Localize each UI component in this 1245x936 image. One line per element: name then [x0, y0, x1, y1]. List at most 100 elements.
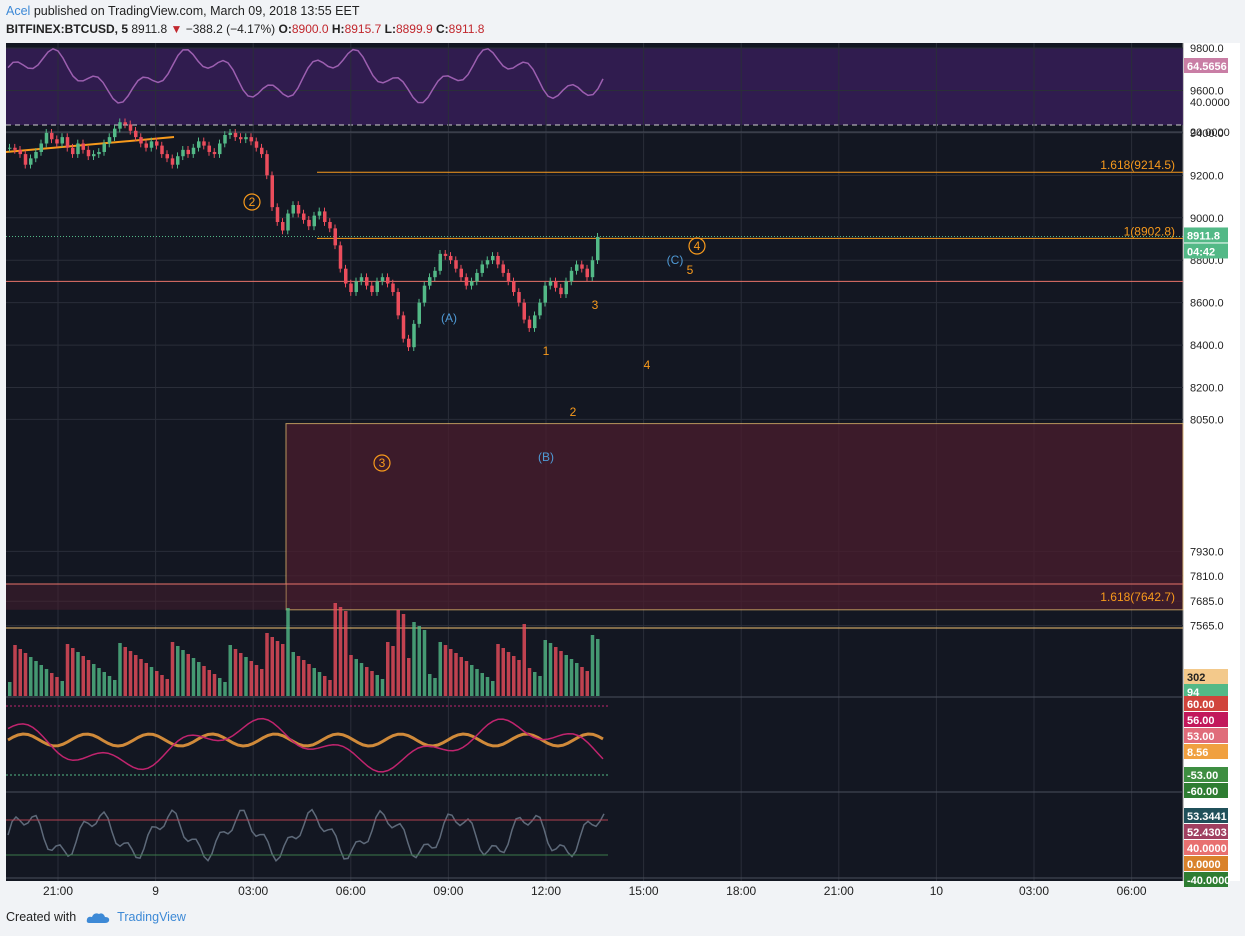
countdown-badge: 04:42 — [1187, 246, 1215, 258]
volume-bar — [102, 672, 106, 696]
candle-body — [344, 268, 348, 284]
candle-body — [186, 149, 190, 155]
volume-bar — [270, 637, 274, 696]
candle-body — [71, 147, 75, 155]
high-label: H: — [331, 22, 345, 36]
osc2-badge: 53.3441 — [1187, 811, 1227, 823]
volume-bar — [559, 651, 563, 696]
volume-bar — [65, 644, 70, 696]
osc-badge: -53.00 — [1187, 770, 1218, 782]
chart-canvas[interactable]: 21:00 9 03:00 06:00 09:00 12:00 15:00 18:00 21:0… — [0, 40, 1245, 904]
volume-bar — [44, 669, 49, 696]
created-with-text: Created with — [6, 910, 77, 924]
osc-histogram — [7, 732, 604, 748]
volume-badge: 302 — [1187, 672, 1205, 684]
volume-bar — [97, 668, 101, 696]
rsi-axis-label: 40.0000 — [1190, 97, 1230, 109]
volume-bar — [396, 610, 400, 696]
osc-badge-bg — [1184, 728, 1228, 743]
price-axis-label: 8200.0 — [1190, 383, 1224, 395]
candle-body — [575, 264, 579, 271]
open-label: O: — [278, 22, 292, 36]
x-tick-label: 12:00 — [531, 884, 561, 898]
volume-bar — [533, 672, 537, 696]
price-axis-label: 8050.0 — [1190, 414, 1224, 426]
candle-body — [517, 292, 521, 303]
wave-label: 3 — [379, 456, 386, 470]
candle-body — [554, 281, 558, 288]
volume-bar — [60, 681, 64, 696]
volume-bar — [501, 648, 505, 696]
volume-bar — [139, 659, 143, 696]
candle-body — [386, 277, 390, 284]
candle-body — [155, 141, 159, 146]
candle-body — [380, 277, 385, 282]
down-arrow-icon: ▼ — [170, 22, 183, 36]
zone-left — [6, 584, 286, 610]
candle-body — [501, 264, 505, 273]
volume-bar — [254, 665, 259, 696]
wave-label: 4 — [644, 358, 651, 372]
volume-bar — [29, 657, 33, 696]
volume-bar — [485, 677, 490, 696]
osc2-badge: 52.4303 — [1187, 827, 1227, 839]
candle-body — [559, 287, 563, 295]
candle-body — [590, 260, 595, 278]
volume-bar — [218, 678, 222, 696]
volume-bar — [13, 645, 17, 696]
candle-body — [249, 137, 253, 142]
osc2-badge-bg — [1184, 856, 1228, 871]
x-tick-label: 9 — [152, 884, 159, 898]
volume-bar — [496, 644, 500, 696]
volume-bar — [118, 643, 122, 696]
tradingview-link[interactable]: TradingView — [117, 910, 186, 924]
wave-label: 4 — [694, 239, 701, 253]
fib-label: 1.618(7642.7) — [1100, 590, 1175, 604]
candle-body — [417, 302, 421, 324]
candle-body — [564, 281, 568, 295]
rsi-band — [6, 48, 1183, 125]
osc-badge-bg — [1184, 767, 1228, 782]
volume-bar — [207, 670, 211, 696]
candle-body — [428, 277, 432, 286]
volume-bar — [155, 671, 159, 696]
volume-bar — [81, 656, 85, 696]
price-axis-label: 8400.0 — [1190, 340, 1224, 352]
volume-bar — [317, 672, 322, 696]
candle-body — [139, 137, 143, 144]
candle-body — [328, 222, 332, 229]
candle-body — [134, 130, 138, 138]
candle-body — [401, 315, 406, 339]
fib-zone — [285, 423, 1184, 611]
candle-body — [254, 141, 259, 148]
volume-bar — [18, 649, 22, 696]
current-price-badge: 8911.8 — [1187, 230, 1220, 242]
volume-bar — [543, 640, 547, 696]
volume-bar — [202, 666, 206, 696]
candle-body — [302, 213, 306, 220]
author-link[interactable]: Acel — [6, 4, 31, 18]
volume-bar — [302, 660, 306, 696]
x-tick-label: 09:00 — [433, 884, 463, 898]
candle-body — [170, 158, 175, 165]
x-tick-label: 21:00 — [824, 884, 854, 898]
volume-bar — [291, 652, 295, 696]
low-value: 8899.9 — [395, 22, 433, 36]
candle-body — [338, 245, 343, 269]
volume-bar — [181, 650, 185, 696]
candle-body — [354, 281, 358, 293]
volume-bar — [522, 624, 526, 696]
volume-bar — [554, 647, 558, 696]
price-axis-label: 9000.0 — [1190, 213, 1224, 225]
candle-body — [569, 270, 574, 282]
candle-body — [81, 143, 85, 150]
candle-body — [407, 338, 411, 348]
volume-bar — [512, 656, 516, 696]
last-price: 8911.8 — [131, 22, 168, 36]
osc-badge-bg — [1184, 696, 1228, 711]
candle-body — [438, 253, 442, 271]
volume-bar — [438, 642, 442, 696]
price-axis-label: 9200.0 — [1190, 170, 1224, 182]
volume-bar — [428, 674, 432, 696]
candle-body — [449, 255, 453, 261]
